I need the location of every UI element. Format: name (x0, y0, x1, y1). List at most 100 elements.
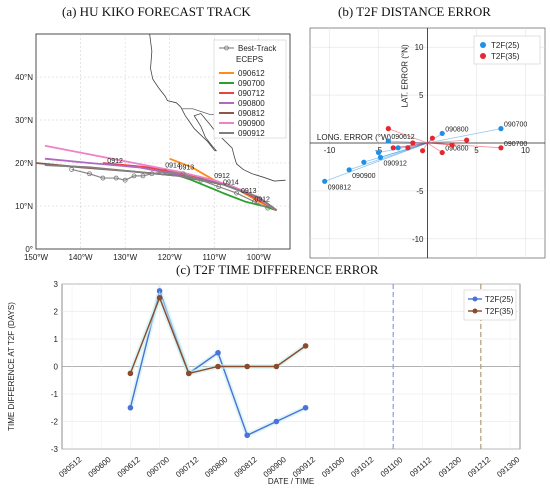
map-x-tick-label: 100°W (247, 253, 272, 262)
legend-label-090912: 090912 (238, 129, 265, 138)
scatter-point (346, 167, 352, 173)
timeseries-x-tick-label: 091300 (495, 455, 522, 479)
timeseries-point (302, 404, 309, 411)
scatter-x-tick-label: 5 (474, 146, 479, 155)
scatter-x-tick-label: 10 (521, 146, 530, 155)
timeseries-y-tick-label: -1 (51, 390, 59, 399)
best-track-marker (69, 167, 75, 172)
scatter-y-tick-label: 10 (415, 43, 424, 52)
timeseries-point (215, 363, 221, 370)
panel-a-title: (a) HU KIKO FORECAST TRACK (62, 4, 251, 19)
timeseries-legend-label: T2F(35) (485, 307, 514, 316)
timeseries-y-tick-label: 0 (54, 363, 59, 372)
best-track-marker (234, 190, 239, 196)
scatter-point (377, 154, 384, 160)
legend-label-090812: 090812 (238, 109, 265, 118)
best-track-marker (149, 171, 155, 177)
map-x-tick-label: 140°W (69, 253, 94, 262)
scatter-point (439, 149, 445, 156)
track-annotation-label: 0912 (107, 158, 123, 165)
scatter-point (420, 148, 426, 154)
scatter-point-label: 090800 (445, 126, 468, 133)
best-track-marker (265, 205, 271, 211)
map-x-tick-label: 120°W (158, 253, 183, 262)
scatter-point (385, 138, 391, 144)
scatter-x-tick-label: -10 (324, 146, 336, 155)
timeseries-point (302, 343, 309, 349)
timeseries-x-tick-label: 091000 (320, 455, 347, 479)
timeseries-x-tick-label: 090700 (145, 455, 172, 479)
scatter-point-label: 090900 (352, 173, 375, 180)
scatter-error-vector (427, 128, 502, 144)
scatter-point (395, 145, 401, 151)
panel-b-title: (b) T2F DISTANCE ERROR (338, 4, 491, 19)
timeseries-y-tick-label: -3 (51, 445, 59, 454)
scatter-x-axis-label: LONG. ERROR (°W) (317, 133, 392, 142)
forecast-track-line (44, 144, 278, 212)
best-track-marker (198, 177, 204, 183)
timeseries-x-axis-label: DATE / TIME (268, 477, 314, 486)
scatter-point-label: 090700 (504, 122, 527, 129)
scatter-point (498, 145, 504, 151)
map-legend-box (213, 39, 287, 139)
track-annotation-label: 0914 (223, 180, 239, 187)
track-annotation-label: 0912 (254, 197, 270, 204)
scatter-legend-marker (480, 42, 486, 48)
timeseries-x-tick-label: 091212 (466, 455, 493, 479)
map-y-tick-label: 30°N (15, 116, 33, 125)
timeseries-legend-box (463, 289, 517, 321)
best-track-marker (180, 171, 186, 177)
timeseries-x-tick-label: 090600 (86, 455, 113, 479)
scatter-point (385, 126, 391, 132)
scatter-point (322, 178, 328, 184)
scatter-point (429, 135, 435, 141)
scatter-y-tick-label: -10 (412, 235, 424, 244)
timeseries-legend-marker (472, 296, 478, 302)
best-track-marker (100, 175, 106, 181)
timeseries-point (244, 363, 250, 370)
best-track-marker (131, 173, 137, 179)
timeseries-point (215, 349, 221, 356)
scatter-point (405, 145, 411, 151)
coastline (149, 33, 182, 108)
timeseries-x-tick-label: 090800 (203, 455, 230, 479)
timeseries-x-tick-label: 091200 (437, 455, 464, 479)
timeseries-point (273, 418, 280, 425)
scatter-legend-marker (480, 53, 486, 59)
scatter-error-vector (427, 142, 453, 146)
timeseries-x-tick-label: 091100 (379, 455, 405, 479)
timeseries-x-tick-label: 090912 (291, 455, 318, 479)
timeseries-point (273, 363, 280, 370)
scatter-error-vector (324, 142, 428, 182)
legend-label-best-track: Best-Track (238, 44, 277, 53)
scatter-point-label: 090812 (328, 184, 351, 191)
map-y-tick-label: 0° (25, 245, 33, 254)
scatter-legend-label: T2F(35) (491, 52, 520, 61)
scatter-legend-label: T2F(25) (491, 41, 520, 50)
scatter-error-vector (349, 142, 428, 171)
best-track-marker (87, 171, 92, 177)
track-annotation-label: 0914 (165, 162, 181, 169)
timeseries-x-tick-label: 090900 (262, 455, 289, 479)
map-x-tick-label: 130°W (113, 253, 138, 262)
map-y-tick-label: 40°N (15, 73, 33, 82)
scatter-point-label: 090612 (391, 134, 414, 141)
scatter-y-tick-label: -5 (416, 187, 424, 196)
coastline (180, 106, 286, 182)
best-track-marker (216, 184, 222, 190)
scatter-point-label: 090912 (384, 160, 407, 167)
scatter-point (410, 140, 416, 146)
scatter-point (464, 137, 470, 143)
map-y-tick-label: 20°N (15, 159, 33, 168)
legend-label-090900: 090900 (238, 119, 265, 128)
scatter-y-axis-label: LAT. ERROR (°N) (401, 44, 410, 107)
scatter-error-vector (388, 128, 428, 144)
scatter-error-vector (427, 139, 467, 144)
legend-marker-best-track (224, 45, 229, 51)
scatter-legend-box (473, 35, 541, 65)
track-annotation-label: 0913 (179, 164, 195, 171)
timeseries-y-tick-label: 1 (54, 335, 59, 344)
scatter-point (361, 159, 367, 165)
legend-label-090800: 090800 (238, 99, 265, 108)
